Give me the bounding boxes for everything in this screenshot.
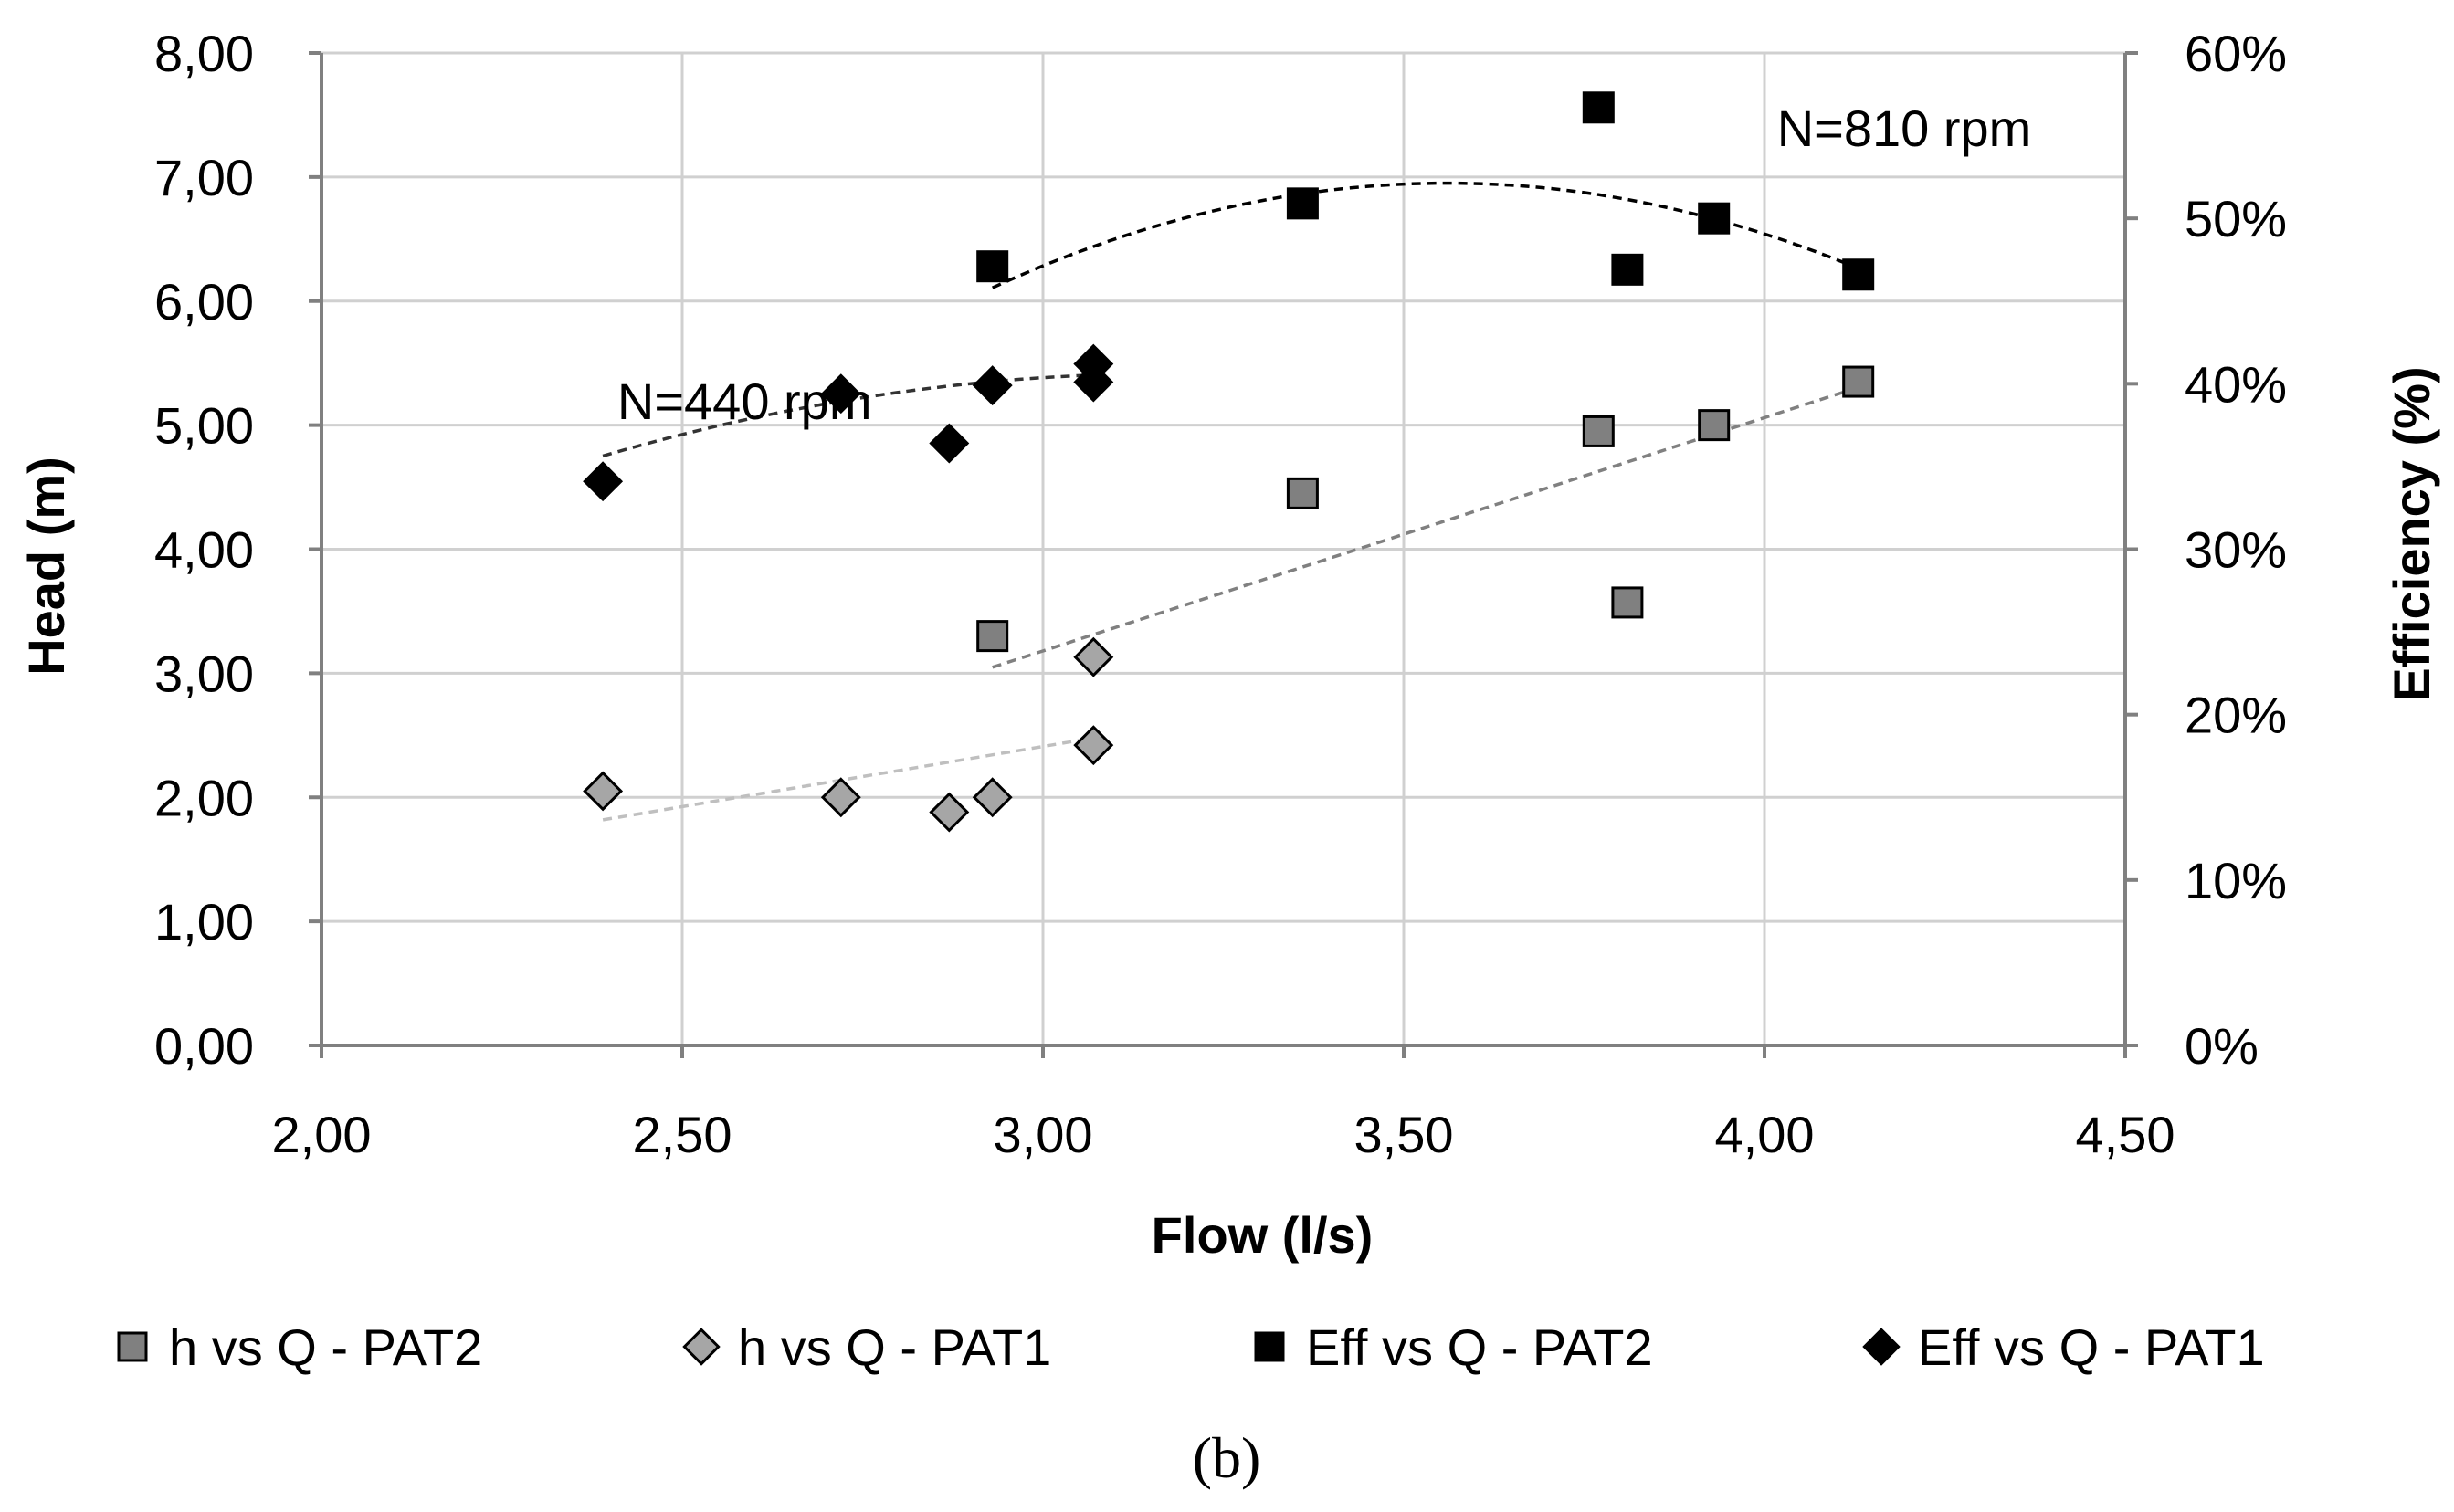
- h-pat2-point: [1842, 365, 1875, 398]
- y-tick-label: 2,00: [154, 769, 254, 826]
- eff-pat1-point: [583, 461, 624, 502]
- legend-swatch-h-pat2: [117, 1331, 148, 1362]
- h-pat1-point: [1073, 636, 1114, 677]
- legend-swatch-h-pat1: [682, 1328, 721, 1366]
- axes: [309, 51, 2138, 1058]
- eff-pat2-point: [1842, 258, 1875, 291]
- eff-pat1-point: [972, 365, 1013, 406]
- legend-item-eff-pat2: Eff vs Q - PAT2: [1254, 1318, 1653, 1376]
- h-pat1-point: [820, 777, 861, 818]
- eff-pat2-point: [976, 250, 1009, 283]
- gridlines: [321, 51, 2127, 1045]
- y-axis-title: Head (m): [17, 457, 75, 676]
- x-tick-label: 3,00: [994, 1106, 1093, 1163]
- eff-pat2-trendline: [991, 181, 1859, 289]
- legend-item-eff-pat1: Eff vs Q - PAT1: [1862, 1318, 2265, 1376]
- eff-pat2-point: [1611, 253, 1644, 286]
- y-tick-label: 1,00: [154, 893, 254, 950]
- h-pat2-point: [976, 620, 1009, 653]
- legend-label-h-pat2: h vs Q - PAT2: [169, 1318, 482, 1376]
- tick-labels: 0,00 1,00 2,00 3,00 4,00 5,00 6,00 7,00 8,00 0% 10…: [154, 25, 2287, 1163]
- eff-pat1-point: [1073, 362, 1114, 403]
- h-pat1-point: [1073, 725, 1114, 766]
- legend-label-h-pat1: h vs Q - PAT1: [738, 1318, 1051, 1376]
- h-pat2-point: [1582, 415, 1615, 447]
- y2-tick-label: 10%: [2185, 852, 2287, 909]
- h-pat1-point: [929, 792, 970, 833]
- trendlines: [602, 181, 1859, 822]
- x-tick-label: 3,50: [1354, 1106, 1454, 1163]
- annotations: N=810 rpm N=440 rpm: [617, 100, 2031, 430]
- y-tick-label: 5,00: [154, 397, 254, 455]
- x-tick-label: 4,00: [1715, 1106, 1815, 1163]
- h-pat1-trendline: [602, 736, 1094, 822]
- y-tick-label: 3,00: [154, 645, 254, 702]
- y2-tick-label: 50%: [2185, 190, 2287, 247]
- y-tick-label: 8,00: [154, 25, 254, 82]
- y2-tick-label: 20%: [2185, 687, 2287, 744]
- y-tick-label: 0,00: [154, 1017, 254, 1075]
- y2-axis-title: Efficiency (%): [2383, 366, 2440, 701]
- eff-pat2-point: [1286, 187, 1319, 220]
- legend-swatch-eff-pat2: [1254, 1331, 1285, 1362]
- x-tick-label: 4,50: [2076, 1106, 2175, 1163]
- legend-label-eff-pat1: Eff vs Q - PAT1: [1918, 1318, 2265, 1376]
- legend: h vs Q - PAT2 h vs Q - PAT1 Eff vs Q - PAT…: [117, 1318, 2265, 1376]
- h-pat1-point: [972, 777, 1013, 818]
- h-pat2-point: [1611, 586, 1644, 619]
- legend-swatch-eff-pat1: [1862, 1328, 1901, 1366]
- data-markers: [583, 91, 1875, 833]
- y2-tick-label: 60%: [2185, 25, 2287, 82]
- annotation-n810: N=810 rpm: [1777, 100, 2032, 157]
- h-pat1-point: [583, 771, 624, 812]
- h-pat2-point: [1698, 409, 1731, 442]
- legend-item-h-pat2: h vs Q - PAT2: [117, 1318, 482, 1376]
- y2-tick-label: 40%: [2185, 355, 2287, 413]
- legend-label-eff-pat2: Eff vs Q - PAT2: [1306, 1318, 1653, 1376]
- x-tick-label: 2,00: [272, 1106, 372, 1163]
- x-tick-label: 2,50: [633, 1106, 732, 1163]
- h-pat2-point: [1286, 477, 1319, 509]
- x-axis-title: Flow (l/s): [1152, 1206, 1374, 1264]
- figure-caption: (b): [1193, 1425, 1261, 1490]
- y-tick-label: 7,00: [154, 149, 254, 206]
- eff-pat2-point: [1698, 202, 1731, 235]
- eff-pat1-point: [929, 423, 970, 464]
- eff-pat2-point: [1582, 91, 1615, 124]
- y2-tick-label: 30%: [2185, 521, 2287, 579]
- h-pat2-trendline: [992, 385, 1859, 669]
- annotation-n440: N=440 rpm: [617, 373, 872, 430]
- legend-item-h-pat1: h vs Q - PAT1: [682, 1318, 1051, 1376]
- y-tick-label: 6,00: [154, 273, 254, 331]
- eff-pat1-point: [820, 373, 861, 415]
- y-tick-label: 4,00: [154, 521, 254, 579]
- y2-tick-label: 0%: [2185, 1017, 2259, 1075]
